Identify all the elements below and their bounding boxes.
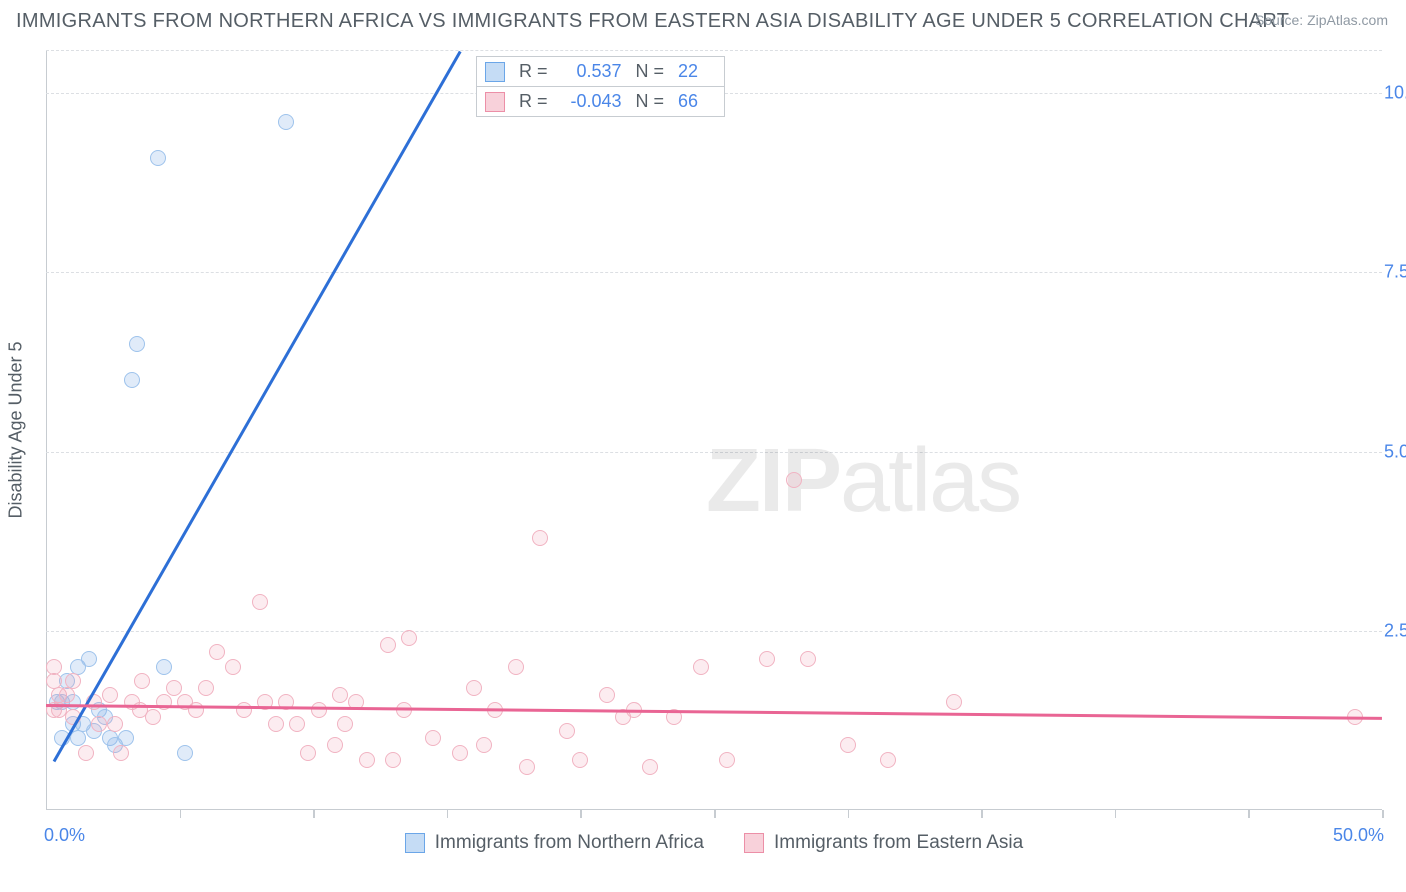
y-tick-label: 7.5%: [1384, 262, 1406, 283]
data-point: [156, 659, 172, 675]
legend-series-label: Immigrants from Northern Africa: [435, 832, 704, 854]
data-point: [880, 752, 896, 768]
data-point: [337, 716, 353, 732]
legend-series: Immigrants from Northern Africa Immigrant…: [46, 832, 1382, 854]
legend-swatch: [405, 833, 425, 853]
data-point: [559, 723, 575, 739]
y-tick-label: 2.5%: [1384, 620, 1406, 641]
data-point: [572, 752, 588, 768]
x-tick: [981, 810, 983, 818]
data-point: [278, 114, 294, 130]
data-point: [519, 759, 535, 775]
data-point: [946, 694, 962, 710]
page-title: IMMIGRANTS FROM NORTHERN AFRICA VS IMMIG…: [16, 10, 1289, 33]
data-point: [129, 336, 145, 352]
legend-swatch: [485, 62, 505, 82]
data-point: [102, 687, 118, 703]
data-point: [268, 716, 284, 732]
data-point: [150, 150, 166, 166]
x-tick: [1115, 810, 1117, 818]
legend-stats-row: R =-0.043N =66: [477, 87, 724, 116]
x-tick: [180, 810, 182, 818]
data-point: [107, 716, 123, 732]
data-point: [380, 637, 396, 653]
y-axis-label: Disability Age Under 5: [6, 341, 27, 518]
chart-area: Disability Age Under 5 2.5%5.0%7.5%10.0%…: [46, 50, 1382, 810]
legend-stats: R =0.537N =22R =-0.043N =66: [476, 56, 725, 117]
y-axis: [46, 50, 47, 810]
data-point: [642, 759, 658, 775]
legend-series-label: Immigrants from Eastern Asia: [774, 832, 1023, 854]
data-point: [177, 745, 193, 761]
data-point: [425, 730, 441, 746]
trend-line: [53, 51, 462, 762]
data-point: [466, 680, 482, 696]
data-point: [786, 472, 802, 488]
data-point: [209, 644, 225, 660]
data-point: [236, 702, 252, 718]
data-point: [508, 659, 524, 675]
data-point: [300, 745, 316, 761]
data-point: [532, 530, 548, 546]
grid-line: [46, 631, 1382, 632]
data-point: [81, 651, 97, 667]
x-tick: [848, 810, 850, 818]
data-point: [252, 594, 268, 610]
x-tick: [447, 810, 449, 818]
grid-line: [46, 272, 1382, 273]
data-point: [124, 372, 140, 388]
y-tick-label: 5.0%: [1384, 441, 1406, 462]
legend-stats-row: R =0.537N =22: [477, 57, 724, 87]
data-point: [359, 752, 375, 768]
data-point: [800, 651, 816, 667]
data-point: [145, 709, 161, 725]
watermark: ZIPatlas: [706, 430, 1020, 533]
data-point: [113, 745, 129, 761]
legend-series-item: Immigrants from Northern Africa: [405, 832, 704, 854]
grid-line: [46, 452, 1382, 453]
legend-series-item: Immigrants from Eastern Asia: [744, 832, 1023, 854]
data-point: [188, 702, 204, 718]
data-point: [759, 651, 775, 667]
x-tick: [1382, 810, 1384, 818]
data-point: [289, 716, 305, 732]
data-point: [476, 737, 492, 753]
data-point: [59, 687, 75, 703]
data-point: [166, 680, 182, 696]
data-point: [693, 659, 709, 675]
data-point: [65, 673, 81, 689]
data-point: [385, 752, 401, 768]
data-point: [46, 659, 62, 675]
data-point: [840, 737, 856, 753]
data-point: [332, 687, 348, 703]
grid-line: [46, 50, 1382, 51]
data-point: [327, 737, 343, 753]
data-point: [599, 687, 615, 703]
data-point: [134, 673, 150, 689]
y-tick-label: 10.0%: [1384, 83, 1406, 104]
data-point: [91, 716, 107, 732]
x-tick: [714, 810, 716, 818]
x-tick: [1248, 810, 1250, 818]
data-point: [719, 752, 735, 768]
x-tick: [313, 810, 315, 818]
data-point: [78, 745, 94, 761]
legend-swatch: [744, 833, 764, 853]
data-point: [401, 630, 417, 646]
legend-swatch: [485, 92, 505, 112]
data-point: [198, 680, 214, 696]
source-attribution: Source: ZipAtlas.com: [1255, 12, 1388, 28]
data-point: [452, 745, 468, 761]
x-tick: [580, 810, 582, 818]
data-point: [225, 659, 241, 675]
